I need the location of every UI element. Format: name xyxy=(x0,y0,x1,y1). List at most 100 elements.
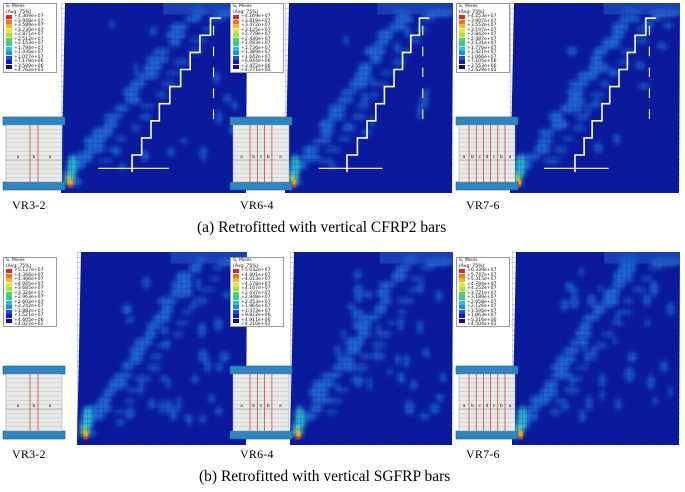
legend-swatch xyxy=(6,33,12,38)
stress-legend: S, Mises (Avg: 75%) +4.253e+07 +3.907e+07 +3… xyxy=(456,3,510,73)
spacing-label: d xyxy=(486,154,489,160)
legend-entry: +4.578e+07 xyxy=(231,282,283,288)
crack-lines xyxy=(544,17,657,173)
legend-entry: +2.842e+07 xyxy=(457,32,509,38)
legend-swatch xyxy=(233,291,239,296)
legend-value: +1.042e+07 xyxy=(241,54,271,60)
spacing-label: c xyxy=(479,155,482,160)
legend-entry: +4.406e+07 xyxy=(4,277,56,283)
crack-lines xyxy=(318,17,430,173)
legend-swatch xyxy=(233,69,239,73)
legend-swatch xyxy=(6,269,12,274)
legend-swatch xyxy=(233,46,239,51)
legend-value: +5.032e+07 xyxy=(241,268,271,273)
legend-entry: +3.589e+06 xyxy=(4,64,56,70)
legend-entry: +2.512e+07 xyxy=(4,37,56,43)
legend-swatch xyxy=(459,282,465,287)
spacing-label: a xyxy=(17,404,20,409)
legend-swatch xyxy=(6,323,12,327)
legend-entry: +3.472e+07 xyxy=(231,23,283,29)
legend-entry: +6.339e+07 xyxy=(457,268,509,274)
stress-contour-wall xyxy=(285,3,453,193)
legend-value: +2.778e+07 xyxy=(241,32,271,37)
legend-swatch xyxy=(233,28,239,33)
legend-swatch xyxy=(6,318,12,323)
legend-entry: +2.658e+07 xyxy=(457,300,509,306)
legend-swatch xyxy=(6,300,12,305)
legend-entry: +1.794e+07 xyxy=(4,46,56,52)
legend-entry: +4.253e+07 xyxy=(457,14,509,20)
legend-entry: +3.685e+07 xyxy=(4,286,56,292)
legend-entry: +4.784e+07 xyxy=(457,282,509,288)
legend-value: +1.435e+07 xyxy=(14,50,44,55)
legend-value: +1.066e+07 xyxy=(467,54,497,60)
legend-swatch xyxy=(233,33,239,38)
legend-swatch xyxy=(233,273,239,278)
legend-entry: +3.553e+06 xyxy=(457,64,509,70)
legend-entry: +2.629e+02 xyxy=(457,68,509,74)
legend-swatch xyxy=(6,69,12,73)
legend-swatch xyxy=(6,287,12,292)
masonry-wall xyxy=(458,373,516,432)
legend-swatch xyxy=(6,15,12,20)
legend-swatch xyxy=(6,60,12,65)
spacing-label: c xyxy=(479,404,482,409)
legend-swatch xyxy=(233,64,239,69)
legend-value: +5.315e+07 xyxy=(467,277,497,282)
specimen-label: VR7-6 xyxy=(466,198,500,212)
legend-swatch xyxy=(6,273,12,278)
legend-value: +2.131e+07 xyxy=(467,41,497,46)
legend-swatch xyxy=(6,42,12,47)
legend-entry: +3.907e+07 xyxy=(457,18,509,25)
legend-entry: +1.077e+07 xyxy=(4,55,56,61)
legend-value: +4.253e+07 xyxy=(467,14,497,19)
legend-swatch xyxy=(459,64,465,69)
legend-swatch xyxy=(233,24,239,29)
legend-swatch xyxy=(6,51,12,56)
legend-value: +3.324e+07 xyxy=(14,290,44,296)
legend-entry: +3.472e+06 xyxy=(231,64,283,70)
legend-swatch xyxy=(6,305,12,310)
legend-subtitle: (Avg: 75%) xyxy=(459,263,485,269)
top-beam-region xyxy=(603,3,680,15)
spacing-label: b xyxy=(500,154,503,160)
specimen-label: VR6-4 xyxy=(240,447,274,461)
specimen-label: VR3-2 xyxy=(12,447,46,461)
legend-value: +4.107e+07 xyxy=(241,286,271,291)
stress-legend: S, Mises (Avg: 75%) +5.127e+07 +4.366e+07 +4… xyxy=(3,257,57,327)
legend-value: +2.948e+07 xyxy=(241,295,271,300)
legend-entry: +3.230e+07 xyxy=(4,28,56,34)
top-beam-region xyxy=(604,252,680,264)
legend-value: +5.127e+07 xyxy=(14,268,44,273)
legend-swatch xyxy=(459,69,465,73)
legend-value: +1.063e+07 xyxy=(467,313,497,318)
legend-value: +4.169e+07 xyxy=(241,14,271,19)
legend-value: +4.022e+02 xyxy=(14,322,44,327)
stress-legend: S, Mises (Avg: 75%) +6.339e+07 +5.747e+07 +5… xyxy=(456,257,510,327)
legend-value: +6.339e+07 xyxy=(467,268,497,273)
legend-swatch xyxy=(233,37,239,42)
legend-value: +1.389e+07 xyxy=(241,50,271,55)
legend-value: +3.907e+07 xyxy=(467,18,497,24)
legend-entry: +3.324e+07 xyxy=(4,290,56,297)
caption-row-a: (a) Retrofitted with vertical CFRP2 bars xyxy=(197,219,447,236)
legend-swatch xyxy=(459,309,465,314)
legend-entry: +2.948e+07 xyxy=(231,295,283,301)
legend-swatch xyxy=(459,46,465,51)
legend-swatch xyxy=(6,282,12,287)
stress-contour-wall xyxy=(510,3,680,193)
stress-concentration xyxy=(518,431,523,440)
spacing-label: a xyxy=(17,155,20,160)
legend-entry: +4.045e+07 xyxy=(4,282,56,288)
spacing-label: b xyxy=(33,154,36,160)
legend-value: +1.736e+07 xyxy=(241,45,271,51)
legend-entry: +1.066e+07 xyxy=(457,54,509,61)
legend-value: +3.125e+07 xyxy=(241,27,271,33)
